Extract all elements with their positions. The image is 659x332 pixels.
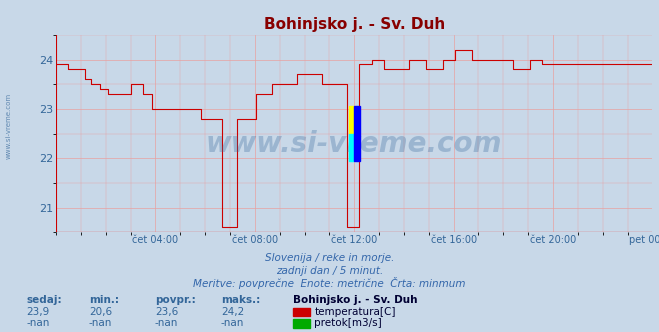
Text: 23,6: 23,6 xyxy=(155,307,178,317)
Text: www.si-vreme.com: www.si-vreme.com xyxy=(206,129,502,157)
Text: -nan: -nan xyxy=(26,318,49,328)
Text: sedaj:: sedaj: xyxy=(26,295,62,305)
Text: -nan: -nan xyxy=(221,318,244,328)
Text: pretok[m3/s]: pretok[m3/s] xyxy=(314,318,382,328)
Text: -nan: -nan xyxy=(155,318,178,328)
Text: temperatura[C]: temperatura[C] xyxy=(314,307,396,317)
Text: povpr.:: povpr.: xyxy=(155,295,196,305)
Title: Bohinjsko j. - Sv. Duh: Bohinjsko j. - Sv. Duh xyxy=(264,17,445,32)
Text: Bohinjsko j. - Sv. Duh: Bohinjsko j. - Sv. Duh xyxy=(293,295,418,305)
Text: 20,6: 20,6 xyxy=(89,307,112,317)
Text: Slovenija / reke in morje.: Slovenija / reke in morje. xyxy=(265,253,394,263)
Text: 23,9: 23,9 xyxy=(26,307,49,317)
Text: -nan: -nan xyxy=(89,318,112,328)
Text: Meritve: povprečne  Enote: metrične  Črta: minmum: Meritve: povprečne Enote: metrične Črta:… xyxy=(193,277,466,289)
Bar xyxy=(355,107,360,161)
Text: zadnji dan / 5 minut.: zadnji dan / 5 minut. xyxy=(276,266,383,276)
Text: 24,2: 24,2 xyxy=(221,307,244,317)
Text: min.:: min.: xyxy=(89,295,119,305)
Bar xyxy=(349,133,355,161)
Bar xyxy=(349,107,355,133)
Text: maks.:: maks.: xyxy=(221,295,260,305)
Text: www.si-vreme.com: www.si-vreme.com xyxy=(5,93,12,159)
